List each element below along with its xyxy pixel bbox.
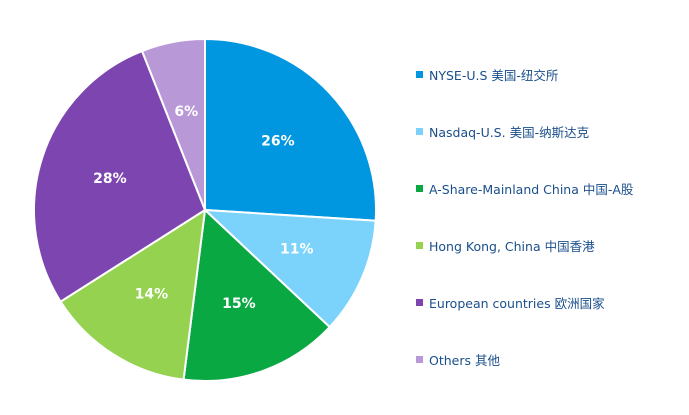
pie-slice-2 bbox=[182, 207, 332, 382]
legend-label: European countries 欧洲国家 bbox=[429, 296, 605, 312]
legend-swatch bbox=[416, 356, 423, 364]
pie-value-labels: 26% 11% 15% 14% 28% 6% bbox=[93, 104, 313, 312]
slice-value-label: 11% bbox=[280, 242, 314, 258]
legend-item: Nasdaq-U.S. 美国-纳斯达克 bbox=[416, 121, 633, 141]
slice-value-label: 15% bbox=[222, 296, 256, 312]
legend-label: NYSE-U.S 美国-纽交所 bbox=[429, 67, 559, 83]
pie-slice-4 bbox=[32, 49, 207, 304]
legend-label: Hong Kong, China 中国香港 bbox=[429, 239, 595, 255]
legend-item: NYSE-U.S 美国-纽交所 bbox=[416, 64, 633, 84]
legend-label: Others 其他 bbox=[429, 353, 500, 369]
legend-label: A-Share-Mainland China 中国-A股 bbox=[429, 181, 634, 197]
slice-value-label: 6% bbox=[174, 104, 198, 120]
legend-swatch bbox=[416, 242, 423, 250]
legend-swatch bbox=[416, 184, 423, 192]
legend-swatch bbox=[416, 70, 423, 78]
legend: NYSE-U.S 美国-纽交所 Nasdaq-U.S. 美国-纳斯达克 A-Shar… bbox=[416, 64, 633, 407]
slice-value-label: 14% bbox=[135, 286, 169, 302]
legend-swatch bbox=[416, 299, 423, 307]
pie-slice-0 bbox=[204, 37, 377, 222]
legend-item: A-Share-Mainland China 中国-A股 bbox=[416, 178, 633, 198]
slice-value-label: 26% bbox=[261, 134, 295, 150]
legend-swatch bbox=[416, 127, 423, 135]
slice-value-label: 28% bbox=[93, 171, 127, 187]
legend-item: Hong Kong, China 中国香港 bbox=[416, 236, 633, 256]
legend-item: European countries 欧洲国家 bbox=[416, 293, 633, 313]
legend-label: Nasdaq-U.S. 美国-纳斯达克 bbox=[429, 124, 590, 140]
pie-slices bbox=[32, 37, 377, 382]
pie-slice-3 bbox=[59, 208, 207, 381]
pie-slice-1 bbox=[202, 208, 377, 329]
pie-slice-5 bbox=[140, 37, 206, 211]
legend-item: Others 其他 bbox=[416, 350, 633, 370]
